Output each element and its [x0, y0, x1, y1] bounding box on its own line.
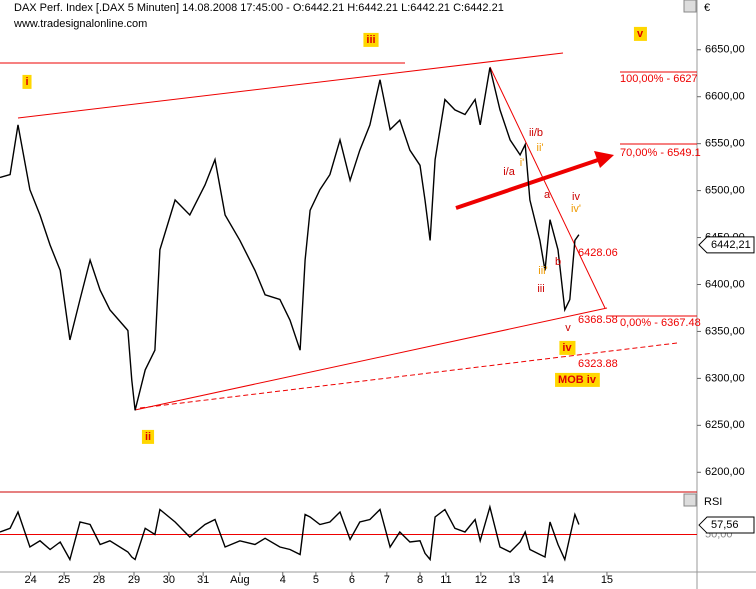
x-tick-label: 25: [58, 574, 70, 586]
x-tick-label: 24: [24, 574, 36, 586]
close-button[interactable]: [683, 493, 697, 507]
x-tick-label: 31: [197, 574, 209, 586]
y-tick-label: 6500,00: [705, 185, 745, 197]
label-box: [633, 26, 647, 41]
x-tick-label: 8: [417, 574, 423, 586]
rsi-title: RSI: [704, 496, 722, 508]
annotation: iv: [572, 191, 580, 203]
x-tick-label: 11: [440, 574, 451, 586]
annotation: iii': [538, 265, 547, 277]
currency: €: [704, 2, 710, 14]
annotation: i/a: [503, 166, 516, 178]
label-box: [363, 32, 379, 47]
x-tick-label: 29: [128, 574, 140, 586]
label-box: [141, 429, 155, 444]
wave-label: iv: [562, 342, 572, 354]
wave-label: v: [637, 28, 644, 40]
x-tick-label: 30: [163, 574, 175, 586]
annotation: b: [555, 256, 561, 268]
price-line: [0, 504, 580, 562]
y-tick-label: 6250,00: [705, 419, 745, 431]
annotation: v: [565, 322, 571, 334]
last-tag: [698, 236, 755, 254]
last-value-label: 6442,21: [711, 239, 751, 251]
x-tick-label: 15: [601, 574, 613, 586]
y-tick-label: 6200,00: [705, 466, 745, 478]
label-box: [555, 372, 600, 387]
annotation: iii: [537, 283, 544, 295]
x-tick-label: 28: [93, 574, 105, 586]
source: www.tradesignalonline.com: [13, 18, 147, 30]
annotation: 6323.88: [578, 358, 618, 370]
y-tick-label: 6300,00: [705, 372, 745, 384]
last-value-label: 57,56: [711, 519, 739, 531]
x-tick-label: 7: [384, 574, 390, 586]
x-tick-label: 13: [508, 574, 520, 586]
wave-label: iii: [366, 34, 375, 46]
y-tick-label: 6550,00: [705, 138, 745, 150]
wave-label: i: [25, 76, 28, 88]
y-tick-label: 6400,00: [705, 278, 745, 290]
x-tick-label: 14: [542, 574, 554, 586]
annotation: 6368.58: [578, 314, 618, 326]
x-tick-label: Aug: [230, 574, 250, 586]
label-box: [559, 340, 576, 355]
last-tag: [698, 516, 755, 534]
x-tick-label: 6: [349, 574, 355, 586]
y-tick-label: 6350,00: [705, 325, 745, 337]
annotation: i': [520, 157, 525, 169]
price-line: [0, 67, 580, 411]
annotation: iv': [571, 203, 581, 215]
annotation: 100,00% - 6627: [620, 73, 698, 85]
wave-label: MOB iv: [558, 374, 597, 386]
annotation: 6428.06: [578, 247, 618, 259]
annotation: a: [544, 189, 551, 201]
chart-title: DAX Perf. Index [.DAX 5 Minuten] 14.08.2…: [14, 2, 504, 14]
x-tick-label: 12: [475, 574, 487, 586]
annotation: 70,00% - 6549.1: [620, 147, 701, 159]
annotation: ii/b: [529, 127, 543, 139]
x-tick-label: 5: [313, 574, 319, 586]
y-tick-label: 6650,00: [705, 44, 745, 56]
wave-label: ii: [145, 431, 151, 443]
label-box: [22, 74, 32, 89]
annotation: ii': [537, 142, 544, 154]
annotation: 0,00% - 6367.48: [620, 317, 701, 329]
x-tick-label: 4: [280, 574, 286, 586]
drawings: [0, 52, 697, 411]
close-button[interactable]: [683, 0, 697, 13]
y-tick-label: 6600,00: [705, 91, 745, 103]
